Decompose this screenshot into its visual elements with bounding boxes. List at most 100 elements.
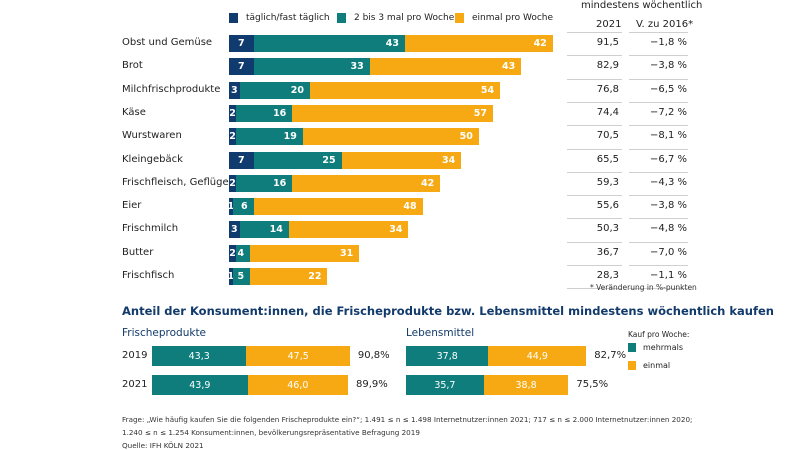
category-label: Butter bbox=[122, 246, 154, 258]
legend-swatch-mehrmals bbox=[628, 343, 636, 352]
panel-title-lebensmittel: Lebensmittel bbox=[406, 327, 475, 339]
data-label: 2 bbox=[229, 107, 236, 119]
table-divider bbox=[629, 101, 688, 103]
bar-segment: 6 bbox=[232, 198, 254, 216]
bar-segment: 38,8 bbox=[483, 375, 569, 395]
category-label: Frischfleisch, Geflügel bbox=[122, 176, 232, 188]
bar-segment: 31 bbox=[250, 244, 360, 262]
category-label: Brot bbox=[122, 60, 143, 72]
table-divider bbox=[629, 265, 688, 266]
bar-segment: 33 bbox=[253, 58, 370, 76]
data-label: 42 bbox=[420, 177, 435, 189]
data-label: 44,9 bbox=[526, 350, 548, 362]
table-divider bbox=[567, 218, 622, 220]
category-label: Käse bbox=[122, 106, 146, 118]
data-label: 25 bbox=[322, 154, 336, 166]
legend-item: täglich/fast täglich bbox=[229, 11, 330, 25]
table-divider bbox=[567, 32, 622, 33]
data-label: 42 bbox=[533, 38, 547, 49]
table-divider bbox=[629, 288, 688, 290]
table-value-change: −1,1 % bbox=[650, 270, 687, 281]
total-label: 75,5% bbox=[576, 379, 609, 390]
data-label: 43,9 bbox=[189, 379, 211, 391]
table-divider bbox=[629, 195, 688, 197]
bar-segment: 16 bbox=[236, 174, 293, 192]
table-value-2021: 55,6 bbox=[596, 200, 619, 212]
data-label: 20 bbox=[290, 84, 304, 96]
legend-swatch bbox=[337, 13, 346, 23]
data-label: 7 bbox=[237, 38, 245, 49]
bar-segment: 1 bbox=[227, 268, 234, 285]
legend-label-mehrmals: mehrmals bbox=[643, 343, 684, 352]
table-footnote: * Veränderung in %-punkten bbox=[590, 283, 697, 292]
bar-segment: 20 bbox=[239, 81, 310, 99]
data-label: 19 bbox=[283, 131, 297, 143]
legend-swatch-einmal bbox=[628, 361, 636, 370]
table-value-change: −6,7 % bbox=[650, 153, 687, 165]
bar-segment: 43,3 bbox=[152, 346, 247, 366]
table-value-2021: 28,3 bbox=[596, 270, 619, 281]
bar-segment: 42 bbox=[405, 35, 553, 52]
table-column-2021: 2021 bbox=[596, 19, 622, 30]
data-label: 57 bbox=[473, 107, 487, 119]
table-value-2021: 82,9 bbox=[596, 60, 619, 72]
table-divider bbox=[567, 241, 622, 243]
table-divider bbox=[567, 148, 622, 150]
data-label: 7 bbox=[237, 61, 245, 73]
bar-segment: 5 bbox=[232, 268, 251, 285]
bar-segment: 2 bbox=[229, 128, 236, 146]
bar-segment: 46,0 bbox=[247, 375, 348, 395]
bar-segment: 57 bbox=[292, 104, 493, 122]
data-label: 37,8 bbox=[436, 350, 458, 362]
year-label: 2019 bbox=[122, 350, 148, 361]
bar-segment: 43 bbox=[253, 35, 405, 52]
bar-segment: 7 bbox=[229, 151, 254, 169]
category-label: Milchfrischprodukte bbox=[122, 83, 221, 95]
table-divider bbox=[567, 265, 622, 266]
data-label: 34 bbox=[389, 224, 403, 236]
table-value-change: −3,8 % bbox=[650, 200, 687, 212]
table-value-change: −3,8 % bbox=[650, 60, 687, 72]
table-value-change: −7,2 % bbox=[650, 106, 687, 118]
data-label: 5 bbox=[237, 271, 245, 282]
data-label: 38,8 bbox=[515, 379, 537, 391]
table-divider bbox=[567, 288, 622, 290]
legend-item: 2 bis 3 mal pro Woche bbox=[337, 11, 454, 25]
category-label: Frischfisch bbox=[122, 270, 175, 281]
total-label: 90,8% bbox=[357, 350, 390, 361]
table-value-change: −8,1 % bbox=[650, 130, 687, 142]
bar-segment: 3 bbox=[229, 221, 240, 239]
data-label: 35,7 bbox=[434, 379, 456, 391]
bar-segment: 7 bbox=[229, 35, 254, 52]
bottom-legend-title: Kauf pro Woche: bbox=[628, 330, 690, 339]
bar-segment: 1 bbox=[227, 198, 234, 216]
table-value-change: −6,5 % bbox=[650, 83, 687, 95]
table-value-2021: 70,5 bbox=[596, 130, 619, 142]
bottom-chart-title: Anteil der Konsument:innen, die Frischep… bbox=[122, 304, 774, 318]
bar-segment: 43 bbox=[369, 58, 522, 76]
year-label: 2021 bbox=[122, 379, 148, 390]
table-divider bbox=[629, 125, 688, 127]
table-divider bbox=[567, 171, 622, 173]
data-label: 34 bbox=[442, 154, 456, 166]
total-label: 82,7% bbox=[594, 350, 627, 361]
table-value-2021: 74,4 bbox=[596, 106, 619, 118]
bar-segment: 48 bbox=[253, 198, 423, 216]
data-label: 2 bbox=[229, 131, 236, 143]
category-label: Eier bbox=[122, 200, 142, 212]
bar-segment: 22 bbox=[250, 268, 328, 285]
data-label: 3 bbox=[230, 84, 238, 96]
bar-segment: 25 bbox=[253, 151, 342, 169]
category-label: Frischmilch bbox=[122, 223, 179, 235]
table-divider bbox=[567, 195, 622, 197]
bar-segment: 16 bbox=[236, 104, 293, 122]
table-divider bbox=[567, 125, 622, 127]
data-label: 43 bbox=[385, 38, 399, 49]
category-label: Kleingebäck bbox=[122, 153, 183, 165]
bar-segment: 35,7 bbox=[406, 375, 484, 395]
bar-segment: 19 bbox=[236, 128, 303, 146]
table-value-2021: 50,3 bbox=[596, 223, 619, 235]
table-value-2021: 65,5 bbox=[596, 153, 619, 165]
table-divider bbox=[567, 101, 622, 103]
bar-segment: 47,5 bbox=[246, 346, 350, 366]
